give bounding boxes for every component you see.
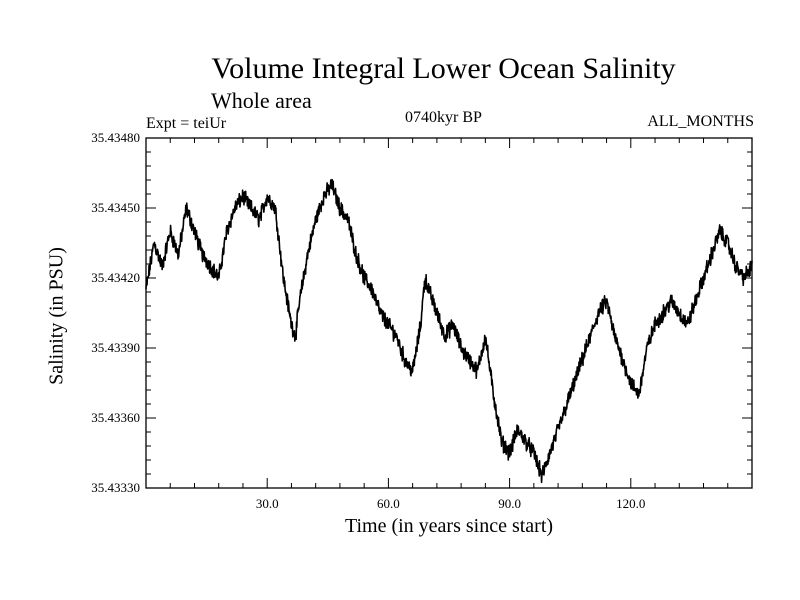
x-tick-label: 30.0	[256, 496, 279, 511]
months-label: ALL_MONTHS	[647, 113, 754, 130]
plot-frame	[145, 137, 753, 489]
x-axis-label: Time (in years since start)	[344, 515, 554, 537]
experiment-label: Expt = teiUr	[146, 115, 227, 132]
x-tick-label: 120.0	[616, 496, 645, 511]
y-tick-label: 35.43360	[91, 410, 140, 425]
period-label: 0740kyr BP	[405, 109, 482, 126]
chart-title: Volume Integral Lower Ocean Salinity	[211, 52, 676, 85]
salinity-series-line	[145, 178, 753, 484]
x-tick-label: 60.0	[377, 496, 400, 511]
axis-ticks	[146, 137, 752, 489]
tick-labels: 30.0 60.0 90.0 120.0 35.43330 35.43360 35.4339…	[91, 130, 645, 511]
y-tick-label: 35.43450	[91, 200, 140, 215]
y-tick-label: 35.43480	[91, 130, 140, 145]
y-tick-label: 35.43330	[91, 480, 140, 495]
x-tick-label: 90.0	[498, 496, 521, 511]
y-tick-label: 35.43390	[91, 340, 140, 355]
chart-subtitle: Whole area	[211, 88, 312, 113]
y-tick-label: 35.43420	[91, 270, 140, 285]
